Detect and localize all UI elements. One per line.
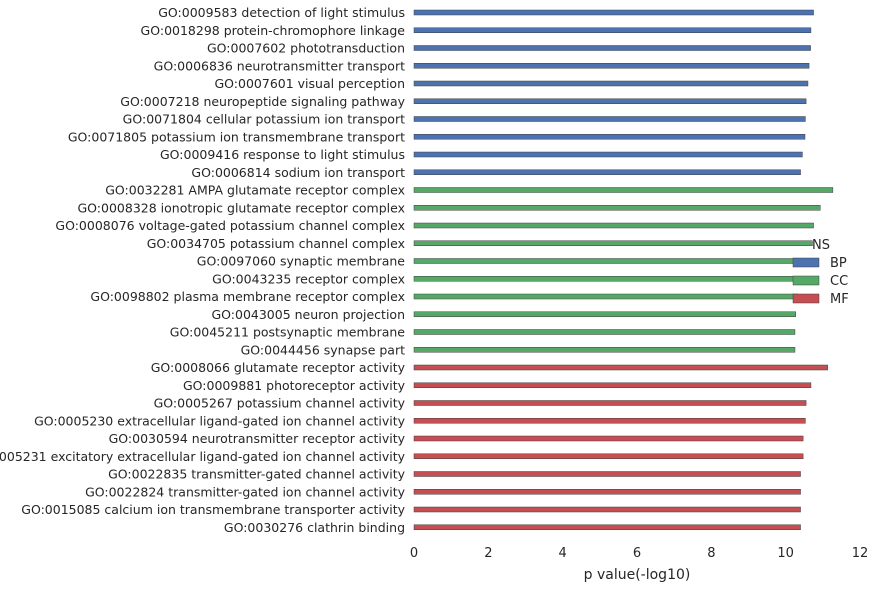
bar [413, 347, 796, 353]
category-label: GO:0045211 postsynaptic membrane [170, 325, 406, 340]
bar [413, 240, 813, 246]
legend-label: MF [830, 292, 849, 307]
category-label: GO:0007218 neuropeptide signaling pathwa… [120, 94, 405, 109]
bar [413, 489, 801, 495]
x-tick-label: 2 [484, 546, 492, 561]
bar [413, 80, 809, 87]
category-label: GO:0006836 neurotransmitter transport [154, 58, 405, 73]
category-label: GO:0015085 calcium ion transmembrane tra… [21, 502, 405, 517]
bar [413, 27, 812, 33]
bar [413, 45, 811, 51]
category-label: GO:0034705 potassium channel complex [147, 236, 405, 251]
bar [413, 169, 801, 175]
category-label: GO:0098802 plasma membrane receptor comp… [90, 289, 405, 304]
category-label: GO:0030276 clathrin binding [224, 520, 405, 535]
category-label: GO:0043005 neuron projection [211, 307, 405, 322]
category-label: GO:0005231 excitatory extracellular liga… [0, 449, 406, 464]
category-label: GO:0008076 voltage-gated potassium chann… [55, 218, 405, 233]
bar [413, 187, 834, 193]
bar [413, 151, 803, 158]
bar [413, 400, 807, 406]
bar [413, 453, 804, 459]
category-label: GO:0005230 extracellular ligand-gated io… [34, 413, 406, 428]
bar [413, 258, 800, 264]
category-label: GO:0022824 transmitter-gated ion channel… [85, 484, 406, 499]
bar [413, 276, 798, 282]
legend-label: BP [830, 256, 847, 271]
bar [413, 63, 810, 69]
category-label: GO:0005267 potassium channel activity [154, 396, 406, 411]
bars-layer [413, 9, 834, 530]
bar [413, 98, 807, 104]
bar [413, 222, 814, 229]
x-tick-label: 8 [707, 546, 715, 561]
bar [413, 382, 812, 388]
bar [413, 205, 821, 211]
x-tick-label: 6 [633, 546, 641, 561]
bar [413, 329, 796, 335]
category-label: GO:0071805 potassium ion transmembrane t… [68, 129, 405, 144]
category-label: GO:0071804 cellular potassium ion transp… [123, 112, 405, 127]
x-tick-label: 4 [559, 546, 567, 561]
x-axis-label: p value(-log10) [584, 567, 691, 583]
legend-swatch [792, 275, 820, 286]
bar [413, 524, 801, 530]
bar [413, 293, 798, 300]
bar [413, 9, 814, 16]
legend-label: CC [830, 274, 848, 289]
category-label: GO:0044456 synapse part [241, 342, 405, 357]
legend: NS BP CC MF [792, 238, 849, 307]
category-labels: GO:0009583 detection of light stimulus GO… [0, 5, 406, 535]
bar [413, 435, 804, 442]
legend-swatch [792, 257, 820, 268]
category-label: GO:0009416 response to light stimulus [160, 147, 405, 162]
x-tick-label: 12 [852, 546, 869, 561]
bar [413, 116, 806, 122]
category-label: GO:0008328 ionotropic glutamate receptor… [78, 200, 406, 215]
category-label: GO:0097060 synaptic membrane [197, 254, 406, 269]
category-label: GO:0032281 AMPA glutamate receptor compl… [105, 183, 405, 198]
bar [413, 134, 806, 140]
category-label: GO:0022835 transmitter-gated channel act… [108, 467, 405, 482]
category-label: GO:0018298 protein-chromophore linkage [141, 23, 406, 38]
category-label: GO:0009583 detection of light stimulus [158, 5, 405, 20]
category-label: GO:0043235 receptor complex [212, 271, 405, 286]
x-tick-label: 0 [410, 546, 418, 561]
bar [413, 364, 828, 371]
bar [413, 506, 801, 513]
x-tick-label: 10 [777, 546, 794, 561]
bar [413, 418, 806, 424]
category-label: GO:0007602 phototransduction [207, 41, 405, 56]
legend-title: NS [812, 238, 830, 253]
legend-swatch [792, 293, 820, 304]
category-label: GO:0009881 photoreceptor activity [183, 378, 406, 393]
category-label: GO:0030594 neurotransmitter receptor act… [109, 431, 406, 446]
category-label: GO:0006814 sodium ion transport [191, 165, 405, 180]
category-label: GO:0007601 visual perception [214, 76, 405, 91]
x-axis-ticks: 0 2 4 6 8 10 12 [410, 546, 868, 561]
category-label: GO:0008066 glutamate receptor activity [151, 360, 406, 375]
bar [413, 311, 796, 317]
bar [413, 471, 801, 477]
